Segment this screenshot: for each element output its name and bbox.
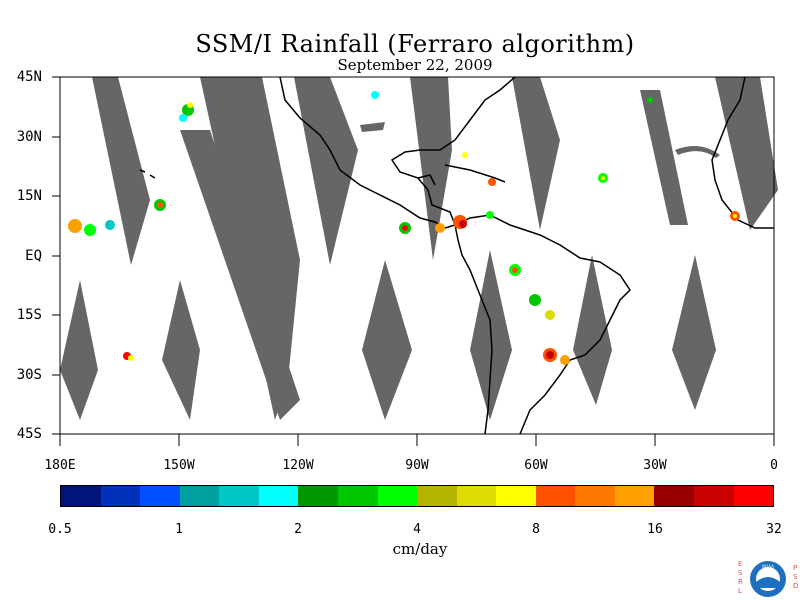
- logo-letter: P: [793, 564, 797, 572]
- swath-gap: [92, 77, 150, 265]
- rain-cell-hawaii-north: [179, 102, 194, 122]
- colorbar-swatch: [337, 486, 378, 506]
- coast-yucatan: [417, 174, 436, 186]
- coast-hawaii: [139, 169, 156, 179]
- coast-north-america: [279, 76, 456, 229]
- coast-south-america-east: [454, 214, 631, 435]
- colorbar-swatch: [377, 486, 418, 506]
- lat-label: 45S: [16, 426, 42, 442]
- rain-cell-south-pacific: [123, 352, 134, 361]
- rain-cell-south-atlantic: [543, 348, 570, 365]
- colorbar-tick-label: 16: [647, 522, 663, 537]
- logo-letter: S: [793, 573, 798, 581]
- lat-label: 30N: [16, 129, 42, 145]
- lon-ticks: [59, 434, 775, 446]
- lat-label: 15N: [16, 188, 42, 204]
- colorbar-swatch: [694, 486, 734, 506]
- colorbar-units: cm/day: [392, 540, 448, 558]
- swath-gap: [672, 255, 716, 410]
- colorbar-swatch: [219, 486, 259, 506]
- colorbar-swatch: [496, 486, 536, 506]
- colorbar-swatch: [614, 486, 655, 506]
- colorbar-swatch: [535, 486, 576, 506]
- swath-gap: [362, 260, 412, 420]
- coastlines: [139, 76, 774, 435]
- colorbar-swatch: [417, 486, 457, 506]
- colorbar-swatch: [179, 486, 220, 506]
- rain-cell-eastern-pacific: [399, 222, 445, 234]
- lon-label: 0: [770, 458, 778, 473]
- swath-gap: [675, 146, 720, 158]
- lon-label: 90W: [405, 458, 429, 473]
- noaa-logo-text: NOAA: [762, 564, 774, 569]
- colorbar-swatch: [61, 486, 101, 506]
- lat-label: 30S: [16, 367, 42, 383]
- colorbar-tick-label: 4: [413, 522, 421, 537]
- colorbar-tick-label: 0.5: [48, 522, 72, 537]
- coast-gulf-east-us: [390, 76, 516, 226]
- rain-cell-mid-atlantic: [371, 91, 496, 186]
- swath-gap: [60, 280, 98, 420]
- swath-gap: [512, 77, 560, 230]
- map-date: September 22, 2009: [337, 56, 493, 74]
- colorbar-tick-label: 32: [766, 522, 782, 537]
- colorbar-swatch: [456, 486, 497, 506]
- colorbar-tick-label: 8: [532, 522, 540, 537]
- coast-caribbean: [444, 164, 506, 183]
- rain-cell-africa-west: [730, 211, 740, 221]
- swath-gap: [360, 122, 385, 132]
- lat-label: 15S: [16, 307, 42, 323]
- rain-cell-central-america: [453, 211, 494, 229]
- colorbar-swatch: [100, 486, 141, 506]
- lon-label: 30W: [643, 458, 667, 473]
- lon-label: 150W: [163, 458, 195, 473]
- swath-gap: [180, 130, 300, 420]
- lat-label: 45N: [16, 69, 42, 85]
- logo-letter: D: [793, 582, 798, 590]
- logo-letter: E: [738, 560, 742, 568]
- rain-cell-amazon: [509, 264, 555, 320]
- coast-south-america-west: [454, 224, 493, 435]
- colorbar-swatch: [733, 486, 774, 506]
- colorbar-tick-label: 1: [175, 522, 183, 537]
- lat-ticks: [52, 76, 60, 435]
- swath-gap: [640, 90, 688, 225]
- rain-cell-itcz-west: [68, 219, 115, 236]
- rain-cell-central-pacific: [154, 199, 166, 211]
- coast-africa: [711, 76, 774, 229]
- noaa-esrl-psd-logo: E S R L P S D NOAA: [738, 560, 798, 597]
- noaa-logo-bird: [756, 577, 780, 588]
- colorbar-swatch: [298, 486, 338, 506]
- lon-label: 120W: [282, 458, 314, 473]
- swath-gap: [162, 280, 200, 420]
- colorbar-swatch: [654, 486, 694, 506]
- swath-gap: [573, 255, 612, 405]
- swath-gap: [410, 77, 452, 260]
- lon-label: 180E: [44, 458, 76, 473]
- logo-letter: S: [738, 569, 743, 577]
- lon-label: 60W: [524, 458, 548, 473]
- logo-letter: L: [738, 587, 742, 595]
- rain-cells: [68, 91, 740, 365]
- colorbar-swatch: [258, 486, 299, 506]
- logo-letter: R: [738, 578, 743, 586]
- colorbar-swatch: [575, 486, 615, 506]
- swath-gap: [294, 77, 358, 265]
- lat-label: EQ: [25, 248, 42, 264]
- rain-cell-atlantic-north: [598, 97, 653, 183]
- swath-gaps: [60, 77, 778, 420]
- colorbar: [60, 485, 774, 507]
- colorbar-tick-label: 2: [294, 522, 302, 537]
- colorbar-swatch: [140, 486, 180, 506]
- map-title: SSM/I Rainfall (Ferraro algorithm): [195, 30, 635, 58]
